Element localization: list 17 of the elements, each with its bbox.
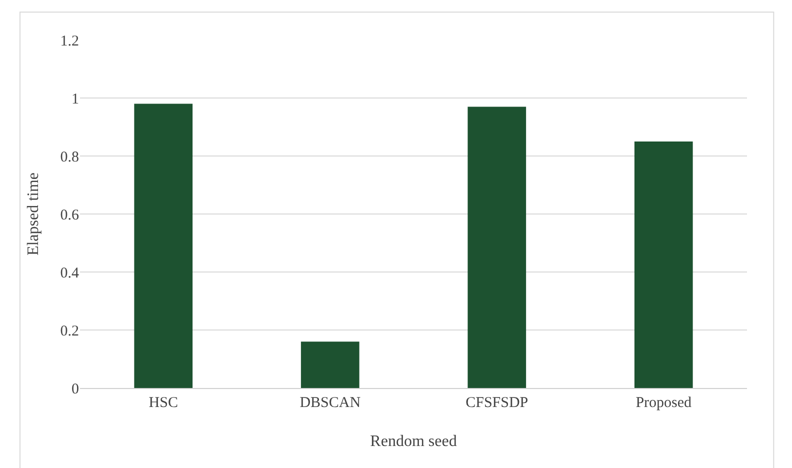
bar bbox=[134, 104, 193, 388]
x-tick-label: CFSFSDP bbox=[466, 395, 528, 411]
y-tick-label: 0.2 bbox=[60, 323, 79, 340]
y-tick-label: 1 bbox=[72, 91, 79, 108]
x-tick-label: DBSCAN bbox=[300, 395, 361, 411]
bar bbox=[468, 106, 526, 388]
bar bbox=[300, 342, 360, 388]
x-tick-label: Proposed bbox=[636, 395, 692, 411]
x-tick-label: HSC bbox=[148, 395, 178, 411]
y-axis-title: Elapsed time bbox=[25, 172, 42, 256]
y-tick-label: 1.2 bbox=[60, 33, 79, 50]
x-axis-title: Rendom seed bbox=[370, 433, 457, 450]
y-tick-label: 0.4 bbox=[60, 265, 80, 282]
y-tick-label: 0.6 bbox=[60, 207, 80, 224]
y-tick-label: 0.8 bbox=[60, 149, 79, 166]
y-tick-label: 0 bbox=[72, 381, 79, 398]
bar bbox=[634, 142, 693, 388]
